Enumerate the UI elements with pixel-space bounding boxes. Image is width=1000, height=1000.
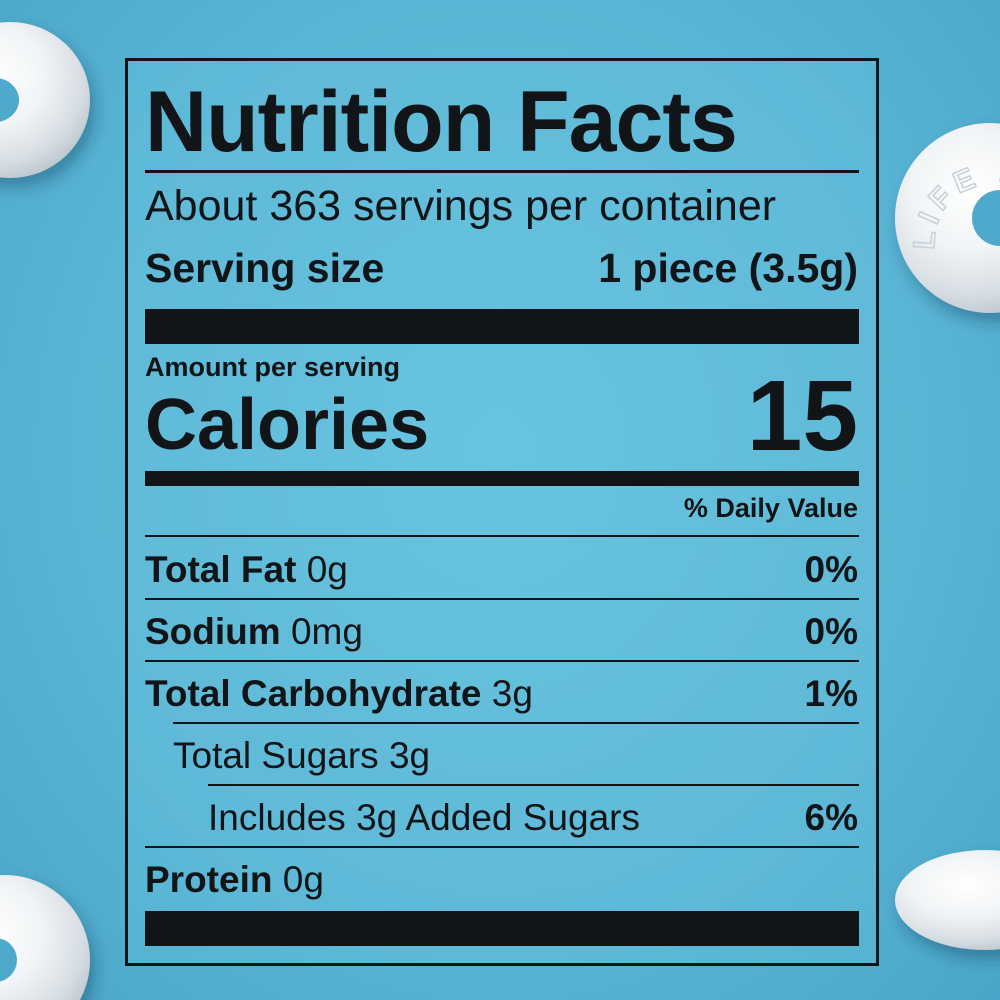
amount-per-serving: Amount per serving: [145, 352, 401, 382]
daily-value-header: % Daily Value: [683, 493, 858, 523]
candy-mint: [895, 850, 1000, 950]
calories-label: Calories: [145, 385, 430, 465]
nutrient-amount: 0mg: [290, 611, 363, 652]
divider: [145, 846, 859, 848]
nutrient-dv: 0%: [804, 611, 858, 652]
nutrient-row-sodium: Sodium 0mg: [145, 613, 363, 650]
nutrition-facts-label: Nutrition Facts About 363 servings per c…: [125, 58, 879, 966]
nutrient-name: Total Fat: [145, 549, 297, 590]
nutrient-amount: 0g: [282, 859, 324, 900]
thick-divider: [145, 911, 859, 946]
divider: [145, 170, 859, 173]
nutrient-name: Total Carbohydrate: [145, 673, 482, 714]
nutrient-name: Protein: [145, 859, 273, 900]
calories-value: 15: [746, 360, 858, 472]
nutrient-row-total-sugars: Total Sugars 3g: [173, 735, 431, 776]
servings-per-container: About 363 servings per container: [145, 182, 777, 230]
nutrient-name: Sodium: [145, 611, 281, 652]
divider: [208, 784, 859, 786]
nutrient-amount: 3g: [491, 673, 533, 714]
divider: [145, 598, 859, 600]
nutrient-dv: 6%: [804, 797, 858, 838]
divider: [145, 535, 859, 537]
thick-divider: [145, 309, 859, 344]
serving-size-value: 1 piece (3.5g): [598, 245, 858, 291]
serving-size-label: Serving size: [145, 245, 385, 291]
divider: [173, 722, 859, 724]
nutrient-row-protein: Protein 0g: [145, 861, 324, 898]
label-title: Nutrition Facts: [145, 74, 738, 170]
divider: [145, 660, 859, 662]
nutrient-amount: 0g: [306, 549, 348, 590]
nutrient-dv: 0%: [804, 549, 858, 590]
nutrient-dv: 1%: [804, 673, 858, 714]
medium-divider: [145, 471, 859, 486]
nutrient-row-total-fat: Total Fat 0g: [145, 551, 348, 588]
nutrient-row-added-sugars: Includes 3g Added Sugars: [208, 797, 640, 838]
candy-mint: [0, 22, 90, 178]
candy-mint: [0, 875, 90, 1000]
nutrient-row-total-carbohydrate: Total Carbohydrate 3g: [145, 675, 533, 712]
